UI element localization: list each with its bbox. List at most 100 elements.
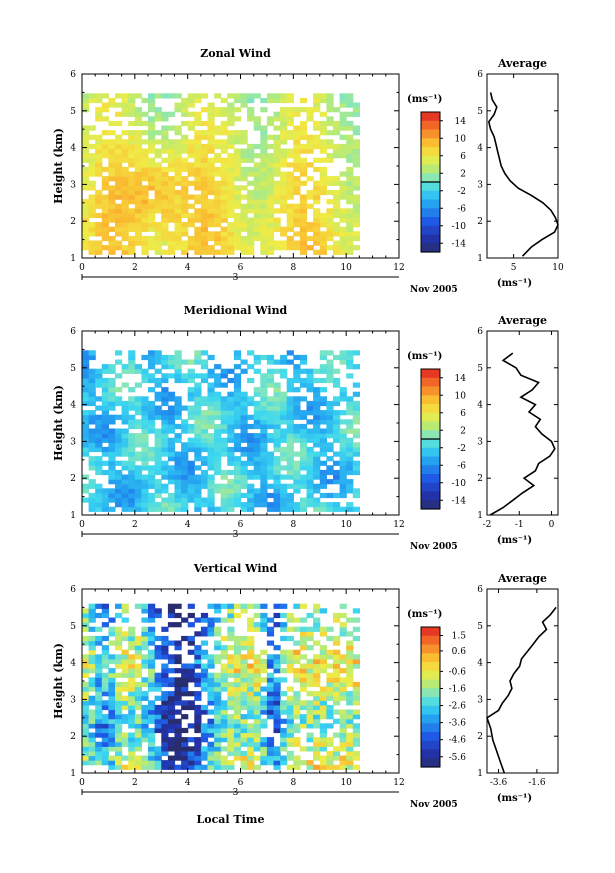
heatmap-cell	[167, 603, 176, 609]
heatmap-cell	[240, 428, 248, 434]
heatmap-cell	[108, 442, 116, 448]
heatmap-cell	[260, 755, 268, 761]
heatmap-cell	[88, 203, 96, 209]
heatmap-cell	[141, 442, 149, 448]
heatmap-cell	[167, 456, 176, 462]
heatmap-cell	[141, 226, 149, 232]
heatmap-cell	[161, 654, 169, 660]
heatmap-cell	[174, 474, 182, 480]
heatmap-cell	[260, 451, 268, 457]
heatmap-cell	[115, 143, 123, 150]
heatmap-cell	[214, 194, 222, 200]
heatmap-cell	[154, 488, 162, 494]
heatmap-cell	[154, 483, 162, 489]
heatmap-cell	[233, 704, 242, 711]
heatmap-cell	[240, 672, 248, 678]
heatmap-cell	[200, 240, 209, 246]
heatmap-cell	[346, 714, 354, 720]
heatmap-cell	[101, 419, 109, 425]
heatmap-cell	[161, 176, 169, 182]
heatmap-cell	[115, 208, 123, 214]
heatmap-cell	[154, 746, 162, 752]
heatmap-cell	[306, 433, 314, 439]
heatmap-cell	[240, 465, 248, 471]
heatmap-cell	[207, 617, 215, 623]
heatmap-cell	[326, 102, 334, 108]
heatmap-cell	[326, 456, 334, 462]
heatmap-cell	[227, 139, 235, 145]
heatmap-cell	[273, 622, 281, 628]
heatmap-cell	[280, 506, 288, 512]
heatmap-cell	[134, 180, 142, 186]
heatmap-cell	[247, 654, 255, 660]
heatmap-cell	[240, 654, 248, 660]
heatmap-cell	[82, 658, 90, 665]
heatmap-cell	[214, 608, 222, 614]
heatmap-cell	[346, 212, 354, 219]
heatmap-cell	[247, 208, 255, 214]
heatmap-cell	[227, 764, 235, 770]
heatmap-cell	[148, 608, 156, 614]
heatmap-cell	[128, 189, 136, 196]
heatmap-cell	[194, 465, 202, 471]
heatmap-cell	[326, 116, 334, 122]
heatmap-cell	[266, 359, 275, 365]
heatmap-cell	[299, 249, 308, 255]
heatmap-cell	[319, 180, 327, 186]
heatmap-cell	[121, 437, 129, 443]
heatmap-cell	[273, 428, 281, 434]
heatmap-cell	[108, 631, 116, 637]
heatmap-cell	[352, 465, 360, 471]
heatmap-cell	[319, 645, 327, 651]
heatmap-cell	[253, 465, 261, 471]
heatmap-cell	[200, 433, 209, 439]
heatmap-cell	[141, 414, 149, 420]
avg-y-tick-label: 3	[477, 695, 483, 705]
heatmap-cell	[101, 635, 109, 642]
heatmap-cell	[233, 714, 242, 720]
heatmap-cell	[148, 148, 156, 154]
heatmap-cell	[167, 723, 176, 729]
heatmap-cell	[154, 359, 162, 365]
heatmap-cell	[167, 718, 176, 724]
heatmap-cell	[306, 645, 314, 651]
heatmap-cell	[141, 474, 149, 480]
heatmap-cell	[247, 695, 255, 701]
heatmap-cell	[101, 746, 109, 752]
heatmap-cell	[247, 672, 255, 678]
heatmap-cell	[286, 617, 294, 623]
heatmap-cell	[115, 492, 123, 499]
heatmap-cell	[313, 240, 321, 246]
heatmap-cell	[299, 217, 308, 223]
heatmap-cell	[339, 474, 347, 480]
heatmap-cell	[233, 199, 242, 205]
heatmap-cell	[233, 709, 242, 715]
heatmap-cell	[339, 506, 347, 512]
heatmap-cell	[273, 442, 281, 448]
heatmap-cell	[181, 148, 189, 154]
heatmap-cell	[200, 428, 209, 434]
heatmap-cell	[214, 732, 222, 738]
heatmap-cell	[88, 465, 96, 471]
heatmap-cell	[280, 603, 288, 609]
heatmap-cell	[181, 102, 189, 108]
heatmap-cell	[233, 130, 242, 136]
heatmap-cell	[115, 714, 123, 720]
heatmap-cell	[260, 649, 268, 655]
heatmap-cell	[253, 185, 261, 191]
avg-y-tick-label: 3	[477, 180, 483, 190]
heatmap-cell	[299, 474, 308, 480]
heatmap-cell	[121, 212, 129, 219]
heatmap-cell	[82, 171, 90, 177]
heatmap-cell	[227, 231, 235, 237]
heatmap-cell	[82, 635, 90, 642]
heatmap-cell	[194, 718, 202, 724]
heatmap-cell	[299, 97, 308, 104]
heatmap-cell	[313, 668, 321, 674]
heatmap-cell	[319, 249, 327, 255]
heatmap-cell	[101, 217, 109, 223]
heatmap-cell	[128, 681, 136, 688]
heatmap-cell	[207, 442, 215, 448]
heatmap-cell	[220, 714, 228, 720]
heatmap-cell	[108, 120, 116, 127]
